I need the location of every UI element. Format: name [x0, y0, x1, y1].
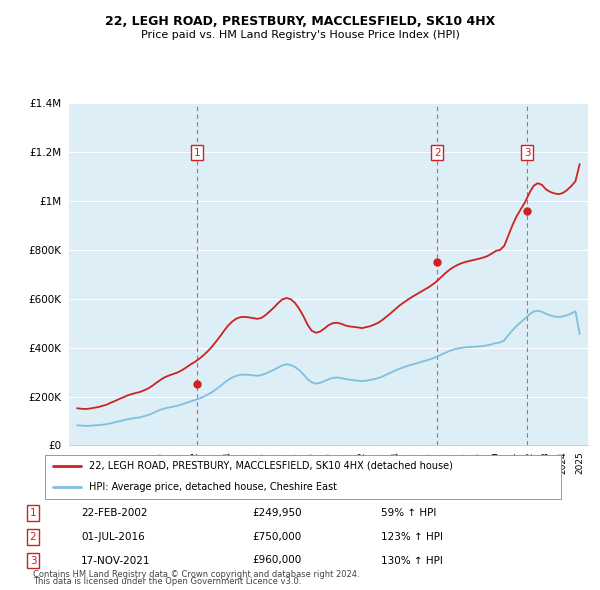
Text: 22, LEGH ROAD, PRESTBURY, MACCLESFIELD, SK10 4HX: 22, LEGH ROAD, PRESTBURY, MACCLESFIELD, …: [105, 15, 495, 28]
Text: 22-FEB-2002: 22-FEB-2002: [81, 509, 148, 518]
Text: 2: 2: [434, 148, 440, 158]
Text: 3: 3: [524, 148, 531, 158]
Text: 1: 1: [29, 509, 37, 518]
Text: 3: 3: [29, 556, 37, 565]
Text: 22, LEGH ROAD, PRESTBURY, MACCLESFIELD, SK10 4HX (detached house): 22, LEGH ROAD, PRESTBURY, MACCLESFIELD, …: [89, 461, 453, 471]
Text: HPI: Average price, detached house, Cheshire East: HPI: Average price, detached house, Ches…: [89, 483, 337, 492]
Text: Contains HM Land Registry data © Crown copyright and database right 2024.: Contains HM Land Registry data © Crown c…: [33, 571, 359, 579]
Text: £249,950: £249,950: [252, 509, 302, 518]
Text: 17-NOV-2021: 17-NOV-2021: [81, 556, 151, 565]
Text: 01-JUL-2016: 01-JUL-2016: [81, 532, 145, 542]
Text: £750,000: £750,000: [252, 532, 301, 542]
Text: 2: 2: [29, 532, 37, 542]
Text: 130% ↑ HPI: 130% ↑ HPI: [381, 556, 443, 565]
Text: Price paid vs. HM Land Registry's House Price Index (HPI): Price paid vs. HM Land Registry's House …: [140, 30, 460, 40]
Text: This data is licensed under the Open Government Licence v3.0.: This data is licensed under the Open Gov…: [33, 578, 301, 586]
Text: 123% ↑ HPI: 123% ↑ HPI: [381, 532, 443, 542]
Text: £960,000: £960,000: [252, 556, 301, 565]
Text: 59% ↑ HPI: 59% ↑ HPI: [381, 509, 436, 518]
Text: 1: 1: [193, 148, 200, 158]
